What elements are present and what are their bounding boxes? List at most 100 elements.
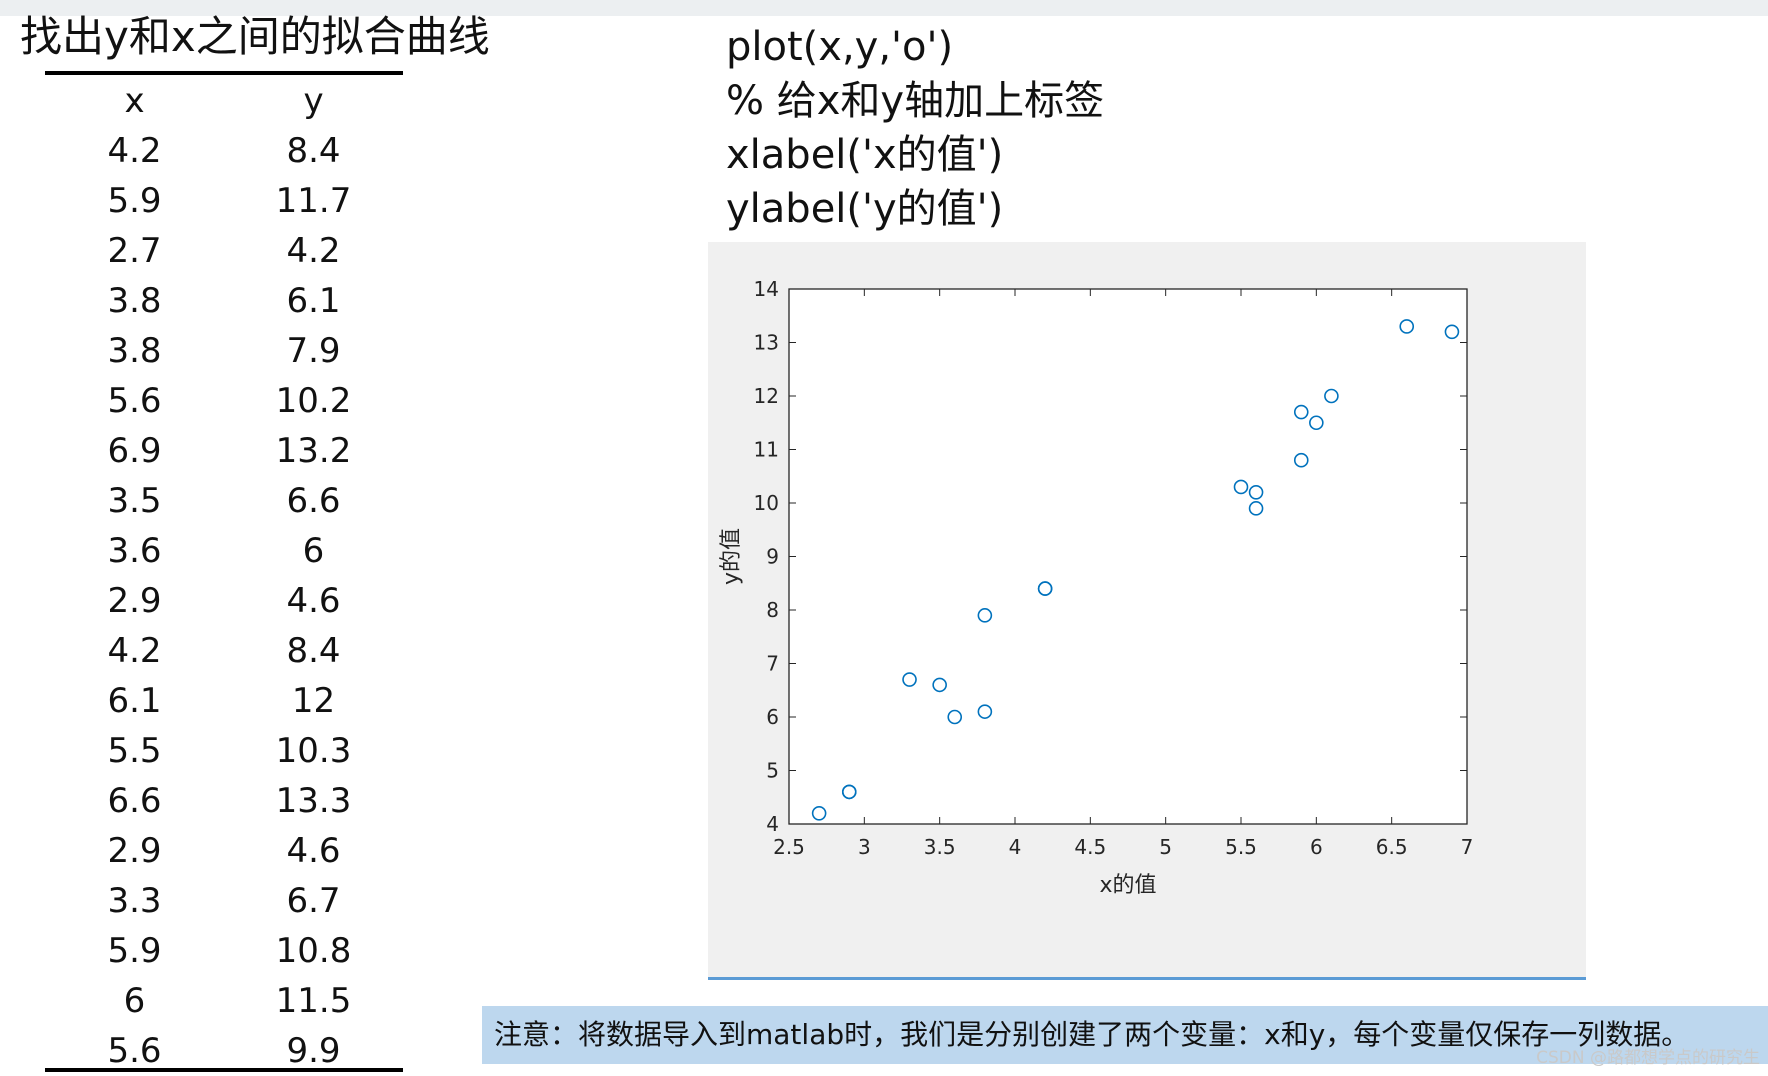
cell-x: 5.6: [107, 381, 162, 421]
cell-x: 2.7: [107, 231, 162, 271]
scatter-plot: 2.5 3 3.5 4 4.5 5 5.5 6 6.5 7 4 5 6 7 8 9 10 11 12 13 14 x的值 y…: [719, 277, 1474, 898]
data-point: [1248, 501, 1264, 516]
data-point: [977, 608, 993, 623]
cell-x: 6.6: [107, 781, 162, 821]
y-tick-label: 9: [766, 545, 779, 569]
table-bottom-rule: [45, 1068, 403, 1072]
cell-y: 11.7: [275, 181, 352, 221]
table-row: 5.5 10.3: [45, 726, 403, 776]
cell-y: 10.8: [275, 931, 352, 971]
cell-y: 8.4: [286, 631, 341, 671]
code-block: plot(x,y,'o') % 给x和y轴加上标签 xlabel('x的值') …: [726, 20, 1104, 236]
data-point: [1399, 319, 1415, 334]
table-row: 6 11.5: [45, 976, 403, 1026]
y-tick-label: 8: [766, 598, 779, 622]
table-body: 4.2 8.4 5.9 11.7 2.7 4.2 3.8 6.1 3.8 7.9 5.6 10.2 6.…: [45, 126, 403, 1076]
matlab-figure: 2.5 3 3.5 4 4.5 5 5.5 6 6.5 7 4 5 6 7 8 9 10 11 12 13 14 x的值 y…: [708, 242, 1586, 978]
cell-x: 4.2: [107, 631, 162, 671]
table-row: 3.8 6.1: [45, 276, 403, 326]
data-point: [1037, 581, 1053, 596]
data-point: [811, 805, 827, 821]
cell-y: 12: [291, 681, 336, 721]
cell-y: 6.7: [286, 881, 341, 921]
y-tick-label: 6: [766, 705, 779, 729]
data-point: [1324, 388, 1339, 404]
x-tick-label: 3.5: [924, 835, 956, 859]
x-tick-label: 7: [1461, 835, 1474, 859]
cell-x: 5.5: [107, 731, 162, 771]
table-row: 5.6 10.2: [45, 376, 403, 426]
x-tick-label: 5: [1159, 835, 1172, 859]
cell-x: 6.9: [107, 431, 162, 471]
data-point: [1309, 415, 1324, 431]
cell-x: 3.8: [107, 281, 162, 321]
cell-y: 10.2: [275, 381, 352, 421]
data-point: [1293, 452, 1309, 468]
data-point: [932, 677, 947, 693]
cell-x: 5.9: [107, 181, 162, 221]
cell-y: 6.1: [286, 281, 341, 321]
cell-y: 8.4: [286, 131, 341, 171]
cell-y: 13.3: [275, 781, 352, 821]
y-tick-label: 5: [766, 759, 779, 783]
column-header-y: y: [303, 81, 324, 121]
code-line: % 给x和y轴加上标签: [726, 78, 1105, 124]
table-row: 3.8 7.9: [45, 326, 403, 376]
x-tick-label: 2.5: [773, 835, 805, 859]
x-tick-label: 3: [858, 835, 871, 859]
cell-x: 6: [123, 981, 146, 1021]
table-row: 3.6 6: [45, 526, 403, 576]
table-row: 2.7 4.2: [45, 226, 403, 276]
y-tick-label: 10: [754, 491, 779, 515]
cell-x: 3.8: [107, 331, 162, 371]
data-point: [1293, 404, 1309, 420]
table-row: 6.6 13.3: [45, 776, 403, 826]
cell-y: 4.6: [286, 831, 341, 871]
y-tick-label: 13: [754, 331, 779, 355]
table-row: 2.9 4.6: [45, 826, 403, 876]
y-axis-label: y的值: [719, 528, 744, 585]
table-row: 4.2 8.4: [45, 126, 403, 176]
cell-x: 5.6: [107, 1031, 162, 1071]
x-axis-label: x的值: [1099, 873, 1156, 898]
y-tick-label: 11: [754, 438, 779, 462]
y-tick-label: 12: [754, 384, 779, 408]
data-point: [1233, 479, 1249, 495]
data-table: x y 4.2 8.4 5.9 11.7 2.7 4.2 3.8 6.1 3.8 7.9 5.6 10…: [45, 76, 403, 1076]
figure-underline: [708, 977, 1586, 980]
data-point: [977, 704, 993, 719]
cell-y: 10.3: [275, 731, 352, 771]
table-top-rule: [45, 71, 403, 75]
cell-y: 9.9: [286, 1031, 341, 1071]
table-row: 5.9 10.8: [45, 926, 403, 976]
cell-x: 2.9: [107, 831, 162, 871]
x-tick-label: 6.5: [1376, 835, 1408, 859]
top-band: [0, 0, 1768, 16]
code-line: ylabel('y的值'): [726, 186, 1004, 232]
table-row: 5.9 11.7: [45, 176, 403, 226]
data-point: [841, 784, 857, 800]
cell-x: 3.5: [107, 481, 162, 521]
table-row: 6.9 13.2: [45, 426, 403, 476]
column-header-x: x: [124, 81, 145, 121]
table-row: 5.6 9.9: [45, 1026, 403, 1076]
data-point: [1248, 485, 1264, 500]
y-tick-label: 4: [766, 812, 779, 836]
cell-y: 6.6: [286, 481, 341, 521]
data-point: [902, 672, 917, 687]
table-row: 2.9 4.6: [45, 576, 403, 626]
table-row: 3.3 6.7: [45, 876, 403, 926]
table-header-row: x y: [45, 76, 403, 126]
note-bar: 注意：将数据导入到matlab时，我们是分别创建了两个变量：x和y，每个变量仅保…: [482, 1006, 1768, 1064]
cell-y: 11.5: [275, 981, 352, 1021]
data-point: [947, 709, 963, 725]
cell-x: 4.2: [107, 131, 162, 171]
x-tick-label: 5.5: [1225, 835, 1257, 859]
x-tick-label: 4: [1009, 835, 1022, 859]
table-row: 6.1 12: [45, 676, 403, 726]
cell-y: 6: [302, 531, 325, 571]
cell-x: 6.1: [107, 681, 162, 721]
cell-y: 13.2: [275, 431, 352, 471]
cell-x: 5.9: [107, 931, 162, 971]
x-tick-label: 6: [1310, 835, 1323, 859]
